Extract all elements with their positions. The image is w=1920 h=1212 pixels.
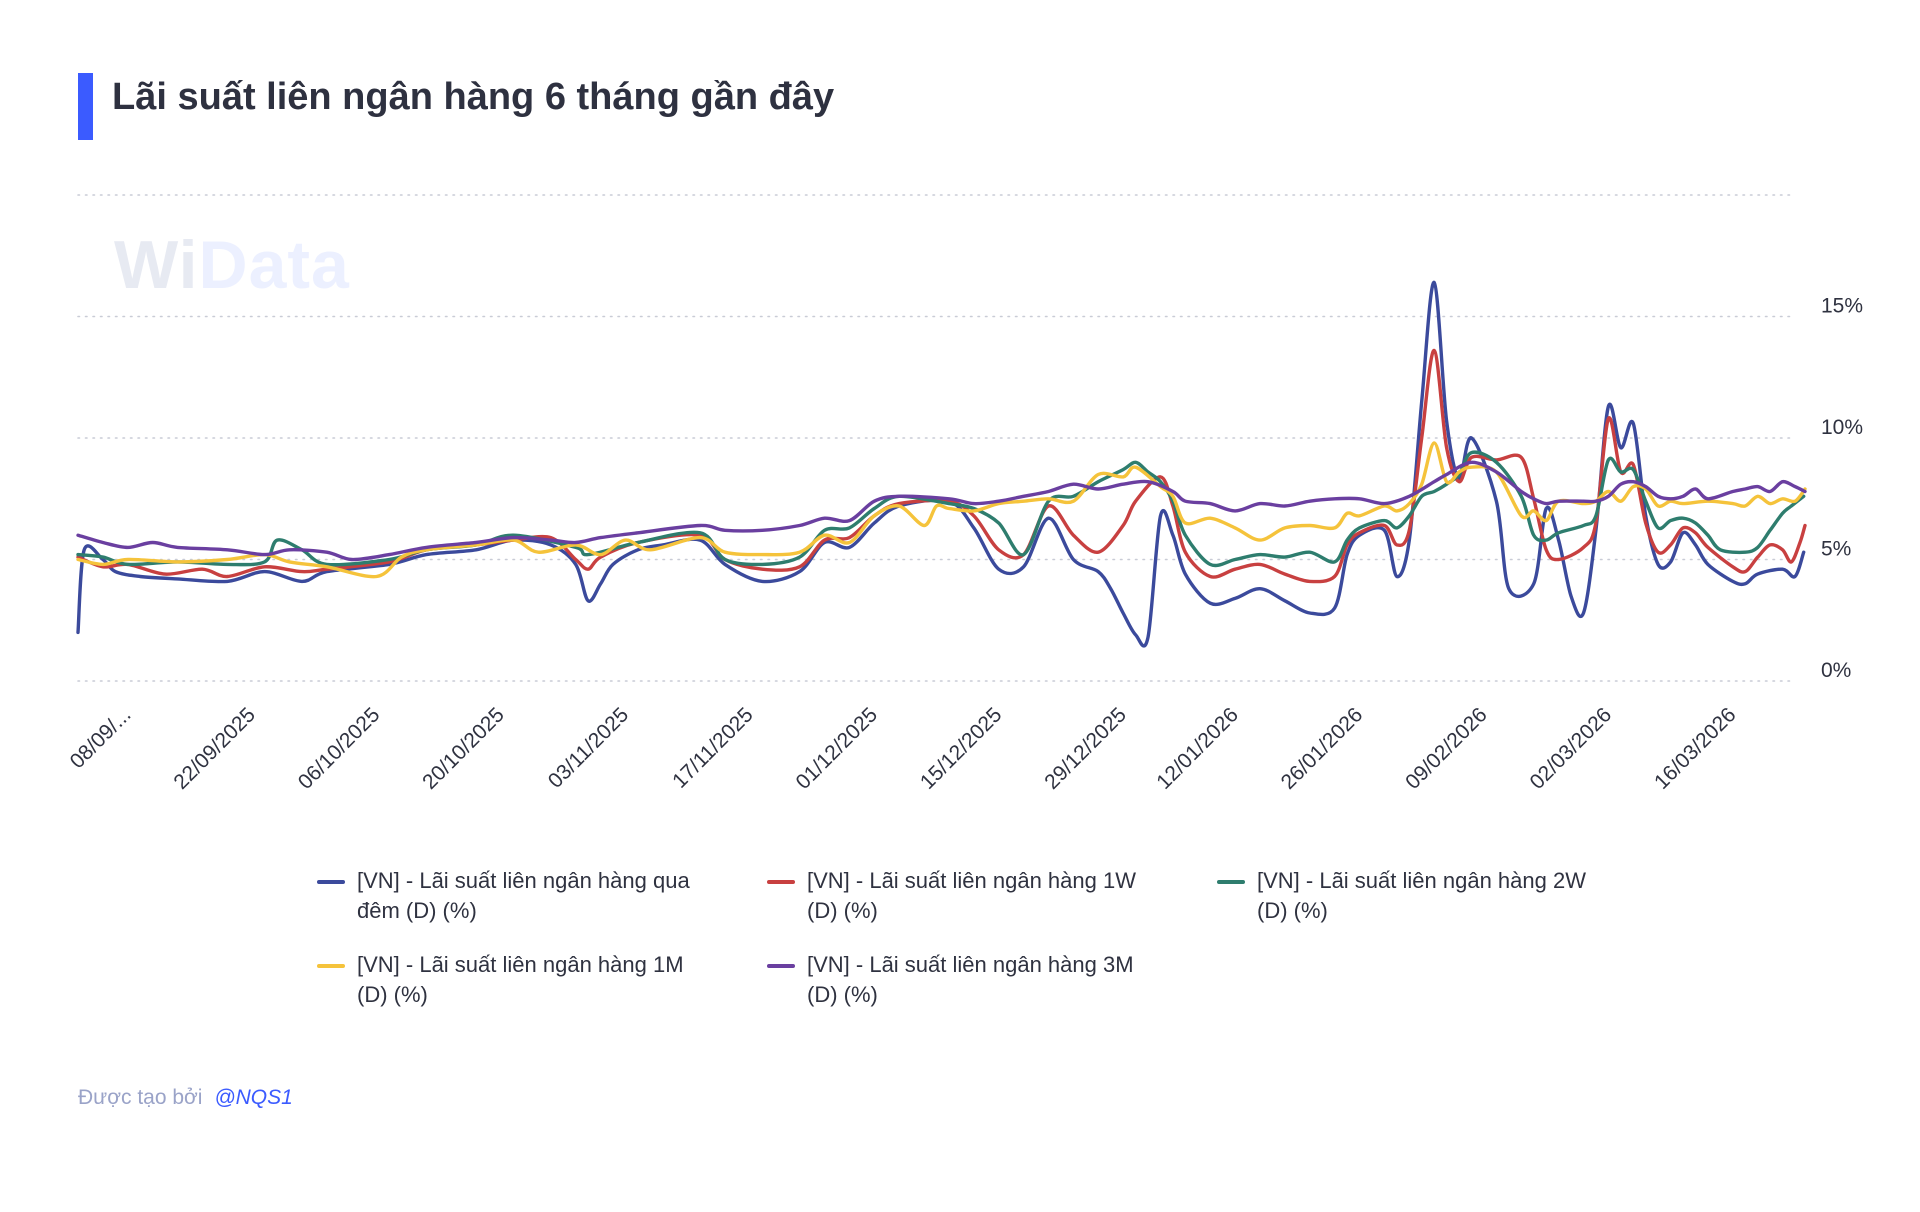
legend-label: [VN] - Lãi suất liên ngân hàng 3M (D) (%… bbox=[807, 952, 1134, 1007]
series-line-2 bbox=[76, 348, 1807, 584]
legend-swatch bbox=[767, 880, 795, 884]
x-tick-label: 17/11/2025 bbox=[668, 703, 757, 792]
x-tick-label: 15/12/2025 bbox=[916, 703, 1007, 794]
legend-label: [VN] - Lãi suất liên ngân hàng 2W (D) (%… bbox=[1257, 868, 1586, 923]
legend-item-3[interactable]: [VN] - Lãi suất liên ngân hàng 2W (D) (%… bbox=[1217, 866, 1617, 926]
y-tick-label: 0% bbox=[1821, 659, 1851, 682]
legend-swatch bbox=[1217, 880, 1245, 884]
legend-label: [VN] - Lãi suất liên ngân hàng 1W (D) (%… bbox=[807, 868, 1136, 923]
legend-label: [VN] - Lãi suất liên ngân hàng 1M (D) (%… bbox=[357, 952, 684, 1007]
series-line-5 bbox=[76, 460, 1807, 562]
title-accent-bar bbox=[78, 73, 93, 140]
series-line-4 bbox=[76, 441, 1807, 579]
legend-item-1[interactable]: [VN] - Lãi suất liên ngân hàng qua đêm (… bbox=[317, 866, 767, 926]
x-tick-label: 16/03/2026 bbox=[1650, 703, 1741, 794]
y-tick-label: 10% bbox=[1821, 416, 1863, 439]
credit-line: Được tạo bởi @NQS1 bbox=[78, 1086, 293, 1110]
x-tick-label: 29/12/2025 bbox=[1040, 703, 1131, 794]
legend-swatch bbox=[317, 964, 345, 968]
chart-legend: [VN] - Lãi suất liên ngân hàng qua đêm (… bbox=[317, 866, 1677, 1010]
x-tick-label: 09/02/2026 bbox=[1401, 703, 1492, 794]
x-tick-label: 03/11/2025 bbox=[544, 703, 633, 792]
page-title: Lãi suất liên ngân hàng 6 tháng gần đây bbox=[112, 76, 835, 118]
y-tick-label: 5% bbox=[1821, 538, 1851, 561]
x-tick-label: 12/01/2026 bbox=[1152, 703, 1243, 794]
x-tick-label: 08/09/... bbox=[66, 703, 136, 773]
legend-swatch bbox=[767, 964, 795, 968]
line-chart: 0% 5% 10% 15% 08/09/... 22/09/2025 06/10/2025 2… bbox=[66, 194, 1863, 794]
y-tick-label: 15% bbox=[1821, 295, 1863, 318]
x-tick-label: 22/09/2025 bbox=[169, 703, 260, 794]
credit-prefix: Được tạo bởi bbox=[78, 1086, 203, 1109]
x-tick-label: 06/10/2025 bbox=[294, 703, 385, 794]
x-tick-label: 02/03/2026 bbox=[1526, 703, 1617, 794]
legend-label: [VN] - Lãi suất liên ngân hàng qua đêm (… bbox=[357, 868, 690, 923]
x-tick-label: 20/10/2025 bbox=[418, 703, 509, 794]
legend-item-5[interactable]: [VN] - Lãi suất liên ngân hàng 3M (D) (%… bbox=[767, 950, 1217, 1010]
legend-item-4[interactable]: [VN] - Lãi suất liên ngân hàng 1M (D) (%… bbox=[317, 950, 767, 1010]
x-tick-label: 26/01/2026 bbox=[1277, 703, 1368, 794]
chart-container: 0% 5% 10% 15% 08/09/... 22/09/2025 06/10/2025 2… bbox=[66, 194, 1863, 794]
legend-item-2[interactable]: [VN] - Lãi suất liên ngân hàng 1W (D) (%… bbox=[767, 866, 1217, 926]
x-tick-label: 01/12/2025 bbox=[791, 703, 882, 794]
credit-author-link[interactable]: @NQS1 bbox=[214, 1086, 293, 1109]
legend-swatch bbox=[317, 880, 345, 884]
series-line-1 bbox=[76, 280, 1806, 648]
